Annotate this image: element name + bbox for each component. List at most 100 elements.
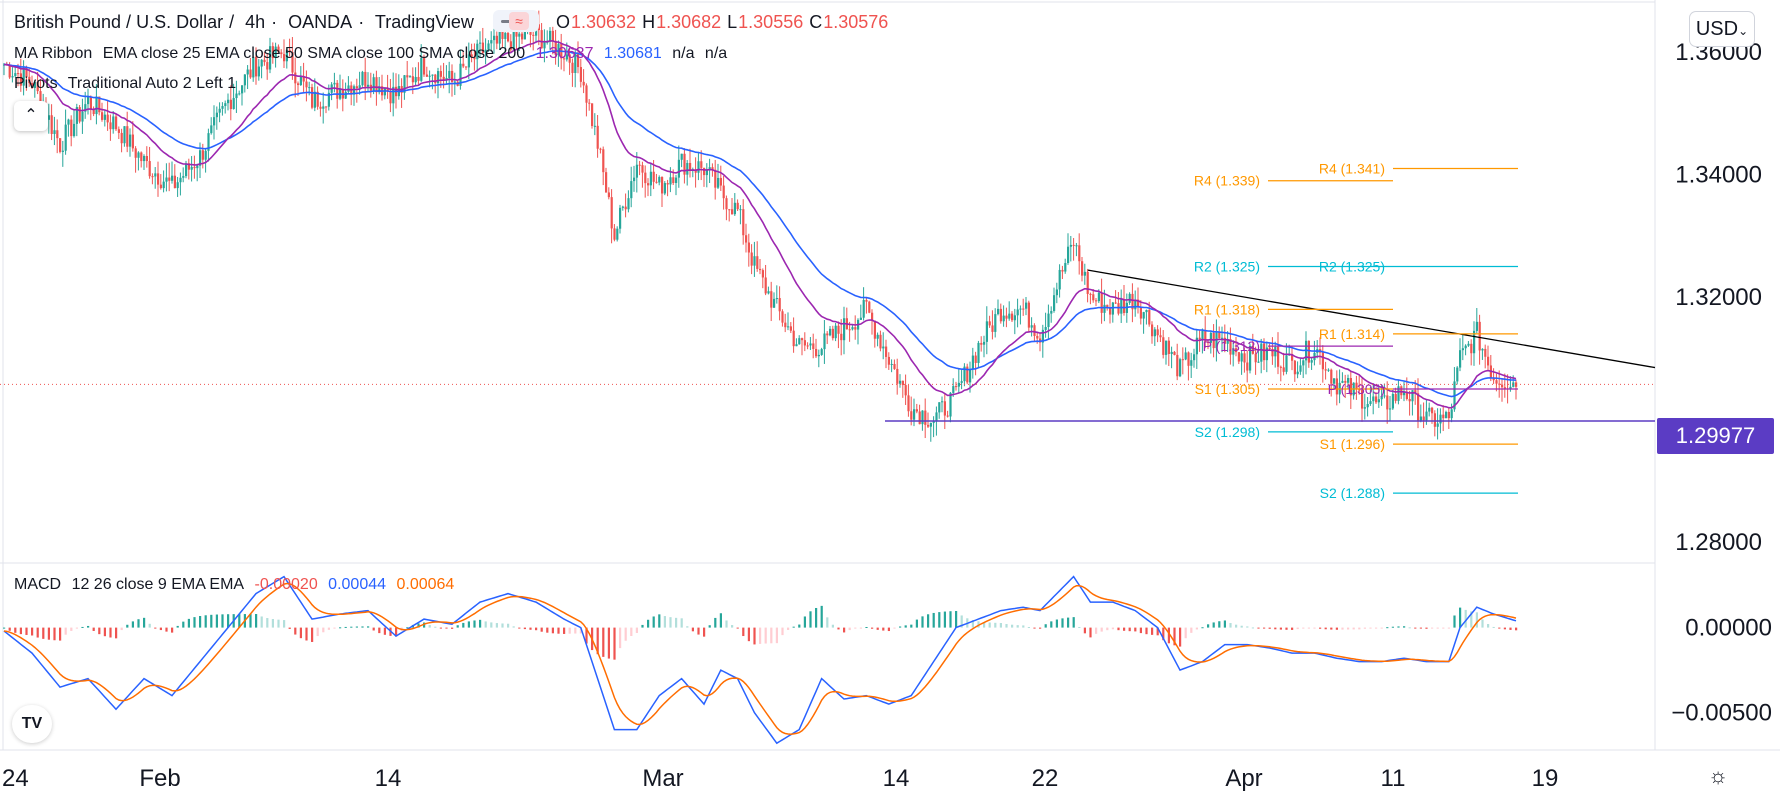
pivot-label: P (1.312) (1203, 338, 1260, 354)
time-axis-tick: Feb (139, 765, 180, 792)
macd-histogram-bar (546, 627, 549, 633)
macd-histogram-bar (882, 627, 885, 631)
candle-body (624, 206, 627, 210)
candle-body (1100, 292, 1103, 313)
macd-histogram-bar (204, 615, 207, 628)
candle-body (1355, 382, 1358, 390)
macd-histogram-bar (311, 627, 314, 642)
pivots-legend[interactable]: Pivots Traditional Auto 2 Left 1 (14, 75, 242, 93)
candle-body (913, 409, 916, 420)
candle-body (299, 76, 302, 86)
candle-body (31, 83, 34, 88)
candle-body (50, 115, 53, 134)
candle-body (963, 366, 966, 382)
macd-axis-tick: 0.00000 (1685, 615, 1772, 642)
candle-body (1181, 359, 1184, 361)
macd-histogram-bar (1291, 627, 1294, 630)
candle-body (389, 91, 392, 104)
candle-body (288, 49, 291, 53)
macd-histogram-group (3, 605, 1518, 660)
candle-body (1467, 343, 1470, 346)
ma-ribbon-v1: 1.30637 (535, 45, 594, 62)
candle-body (896, 368, 899, 384)
candle-body (770, 291, 773, 308)
time-axis-tick: 14 (375, 765, 402, 792)
candle-body (367, 84, 370, 87)
macd-histogram-bar (1022, 625, 1025, 628)
candle-body (1114, 302, 1117, 304)
candle-body (1254, 353, 1257, 363)
candle-body (1156, 329, 1159, 336)
macd-histogram-bar (507, 623, 510, 628)
currency-button[interactable]: USD⌄ (1690, 12, 1754, 46)
candle-body (479, 42, 482, 44)
candle-body (815, 348, 818, 357)
candle-body (372, 77, 375, 91)
macd-histogram-bar (1380, 627, 1383, 629)
legend-toggle-chip[interactable]: ≈ (492, 10, 539, 33)
candle-body (1237, 352, 1240, 362)
pivot-label: P (1.305) (1328, 381, 1385, 397)
macd-histogram-bar (1263, 627, 1266, 629)
macd-histogram-bar (691, 627, 694, 632)
candle-body (946, 415, 949, 417)
macd-histogram-bar (1111, 627, 1114, 630)
candle-body (1512, 382, 1515, 387)
macd-histogram-bar (787, 627, 790, 630)
candle-body (655, 181, 658, 183)
candle-body (1249, 345, 1252, 371)
candle-body (1349, 378, 1352, 396)
candle-body (498, 31, 501, 44)
macd-histogram-bar (619, 627, 622, 649)
macd-histogram-bar (596, 627, 599, 655)
macd-histogram-bar (607, 627, 610, 659)
candle-body (733, 202, 736, 215)
candle-body (159, 184, 162, 189)
candle-body (1279, 366, 1282, 368)
candle-body (1461, 348, 1464, 351)
macd-histogram-bar (1156, 627, 1159, 636)
ma-ribbon-legend[interactable]: MA Ribbon EMA close 25 EMA close 50 SMA … (14, 45, 733, 63)
tradingview-logo-icon[interactable]: TV (12, 705, 52, 743)
macd-histogram-bar (613, 627, 616, 660)
candle-body (521, 33, 524, 40)
candle-body (1375, 396, 1378, 403)
candle-body (971, 355, 974, 370)
candle-body (1137, 299, 1140, 308)
candle-body (355, 86, 358, 89)
candle-body (1069, 244, 1072, 247)
time-axis-tick: 11 (1381, 765, 1406, 792)
candle-body (1072, 244, 1075, 246)
candle-body (1167, 340, 1170, 355)
candle-body (806, 345, 809, 347)
candle-body (829, 328, 832, 336)
candle-body (907, 395, 910, 412)
candle-body (1103, 304, 1106, 313)
candle-body (871, 312, 874, 321)
gear-icon[interactable]: ☼ (1708, 763, 1729, 788)
macd-histogram-bar (1442, 627, 1445, 629)
candle-body (1013, 315, 1016, 321)
time-axis-tick: 14 (883, 765, 910, 792)
macd-histogram-bar (1257, 627, 1260, 629)
macd-histogram-bar (70, 627, 73, 631)
macd-histogram-bar (1419, 627, 1422, 629)
candle-body (364, 71, 367, 87)
candle-body (1389, 408, 1392, 410)
candle-body (574, 53, 577, 73)
candle-body (1081, 261, 1084, 276)
candle-body (187, 163, 190, 170)
candle-body (540, 30, 543, 49)
macd-histogram-bar (675, 617, 678, 628)
candle-body (406, 75, 409, 78)
candle-body (1078, 245, 1081, 262)
macd-histogram-bar (775, 627, 778, 644)
macd-histogram-bar (154, 627, 157, 629)
symbol-legend[interactable]: British Pound / U.S. Dollar/ 4h · OANDA · … (14, 10, 900, 34)
candle-body (507, 32, 510, 42)
macd-line (3, 575, 1517, 745)
macd-legend[interactable]: MACD 12 26 close 9 EMA EMA -0.00020 0.00… (14, 576, 460, 594)
candle-body (131, 134, 134, 149)
collapse-legend-button[interactable]: ⌃ (14, 101, 48, 131)
